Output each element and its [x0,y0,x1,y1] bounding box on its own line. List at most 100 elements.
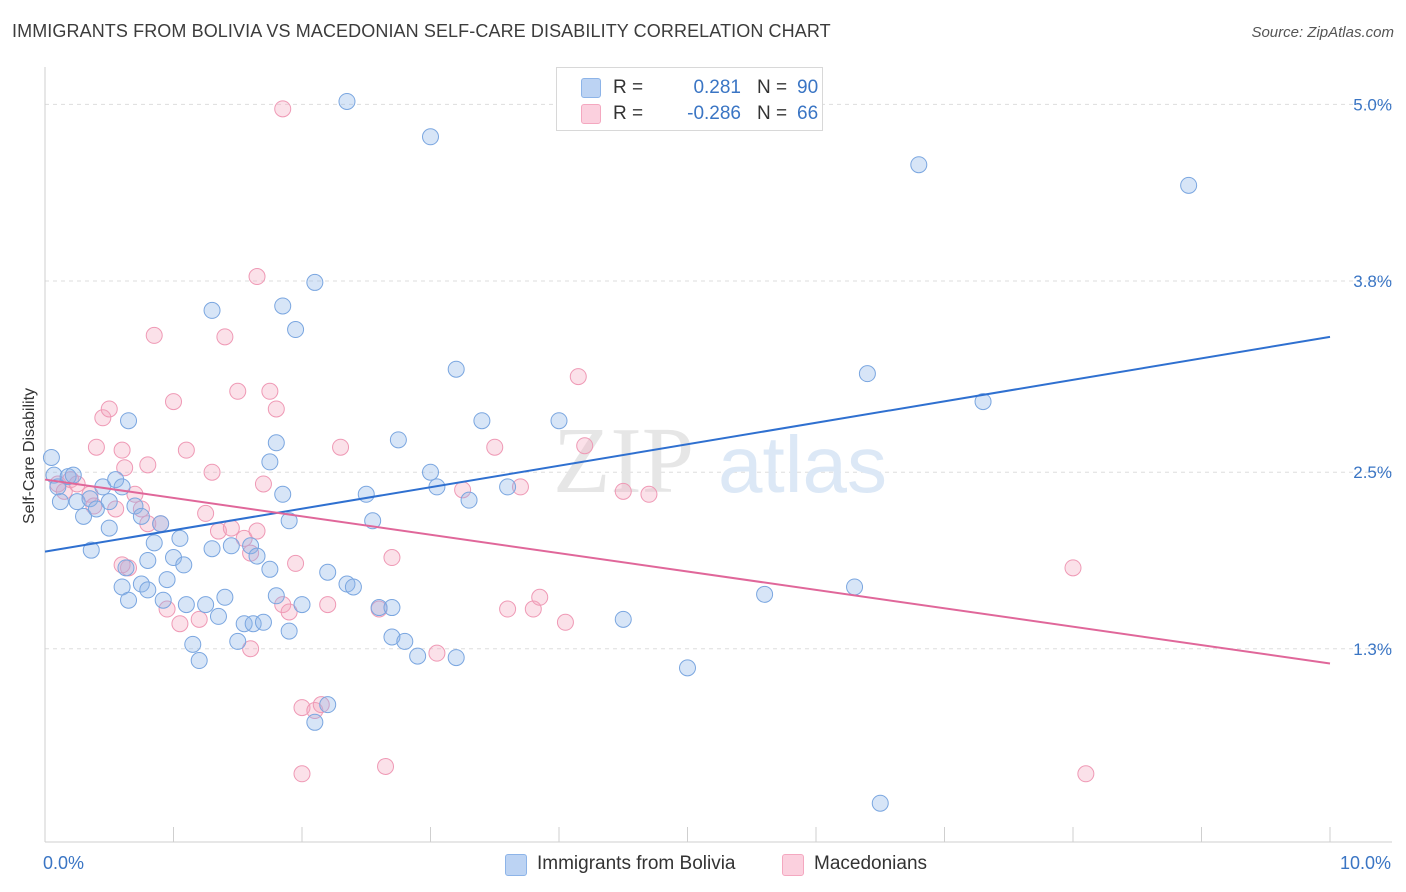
data-point [158,571,176,589]
data-point [261,560,279,578]
data-point [139,581,157,599]
data-point [293,699,311,717]
data-point [306,273,324,291]
data-point [113,478,131,496]
data-point [100,400,118,418]
data-point [280,512,298,530]
data-point [120,412,138,430]
data-point [871,794,889,812]
data-point [306,713,324,731]
data-point [312,696,330,714]
data-point [216,588,234,606]
data-point [222,519,240,537]
bottom-legend-label: Immigrants from Bolivia [537,853,736,874]
data-point [370,599,388,617]
data-point [145,534,163,552]
bottom-legend-swatch-blue [505,854,527,876]
data-point [254,475,272,493]
data-point [51,493,69,511]
data-point [756,585,774,603]
data-point [274,485,292,503]
data-point [190,610,208,628]
data-point [64,466,82,484]
x-tick-min: 0.0% [43,853,85,873]
data-point [82,541,100,559]
data-point [175,556,193,574]
data-point [556,613,574,631]
data-point [422,463,439,481]
data-point [116,459,134,477]
data-point [447,649,465,667]
data-point [248,522,266,540]
data-point [81,490,99,508]
data-point [1180,176,1198,194]
x-tick-max: 10.0% [1340,853,1392,873]
data-point [344,578,362,596]
data-point [113,441,131,459]
data-point [229,382,247,400]
data-point [383,599,401,617]
chart-title: IMMIGRANTS FROM BOLIVIA VS MACEDONIAN SE… [12,21,831,41]
data-point [287,554,305,572]
legend-n-label: N = [757,77,788,98]
data-point [569,368,587,386]
data-point [858,365,876,383]
y-tick-label: 1.3% [1353,640,1392,659]
data-point [377,757,395,775]
data-point [171,529,189,547]
data-point [222,537,240,555]
data-point [287,321,305,339]
bottom-legend-swatch-pink [782,854,804,876]
data-point [319,563,337,581]
data-point [1064,559,1082,577]
data-point [117,559,135,577]
tick-labels: 1.3% 2.5% 3.8% 5.0% [1353,95,1392,658]
data-point [319,596,337,614]
data-point [216,328,234,346]
data-point [165,393,182,411]
data-point [274,297,292,315]
data-point [679,659,696,677]
data-point [154,591,172,609]
data-point [910,156,928,174]
data-point [152,515,170,533]
data-point [267,434,285,452]
data-point [242,640,260,658]
trend-line [44,478,1331,665]
data-point [171,615,189,633]
data-point [203,540,221,558]
data-point [248,268,266,286]
data-point [267,587,285,605]
data-point [1077,765,1095,783]
data-point [460,491,478,509]
y-tick-label: 2.5% [1353,463,1392,482]
data-point [550,412,568,430]
data-point [486,438,504,456]
data-point [640,485,658,503]
data-point [974,393,992,411]
data-point [261,382,279,400]
data-point [428,644,446,662]
y-tick-label: 3.8% [1353,272,1392,291]
data-point [846,578,864,596]
data-point [126,497,144,515]
data-point [383,628,401,646]
axes [44,67,1392,843]
data-point [229,632,247,650]
data-point [383,549,401,567]
data-point [422,128,439,146]
legend-r-label: R = [613,103,644,124]
data-point [132,575,150,593]
data-point [139,551,157,569]
data-point [267,400,285,418]
y-tick-label: 5.0% [1353,95,1392,114]
data-point [319,696,337,714]
data-point [94,409,112,427]
data-point [120,591,138,609]
data-point [100,493,118,511]
watermark-zip: ZIP [553,409,694,513]
legend-r-value: -0.286 [687,103,741,124]
data-point [42,449,60,466]
data-point [499,478,517,496]
